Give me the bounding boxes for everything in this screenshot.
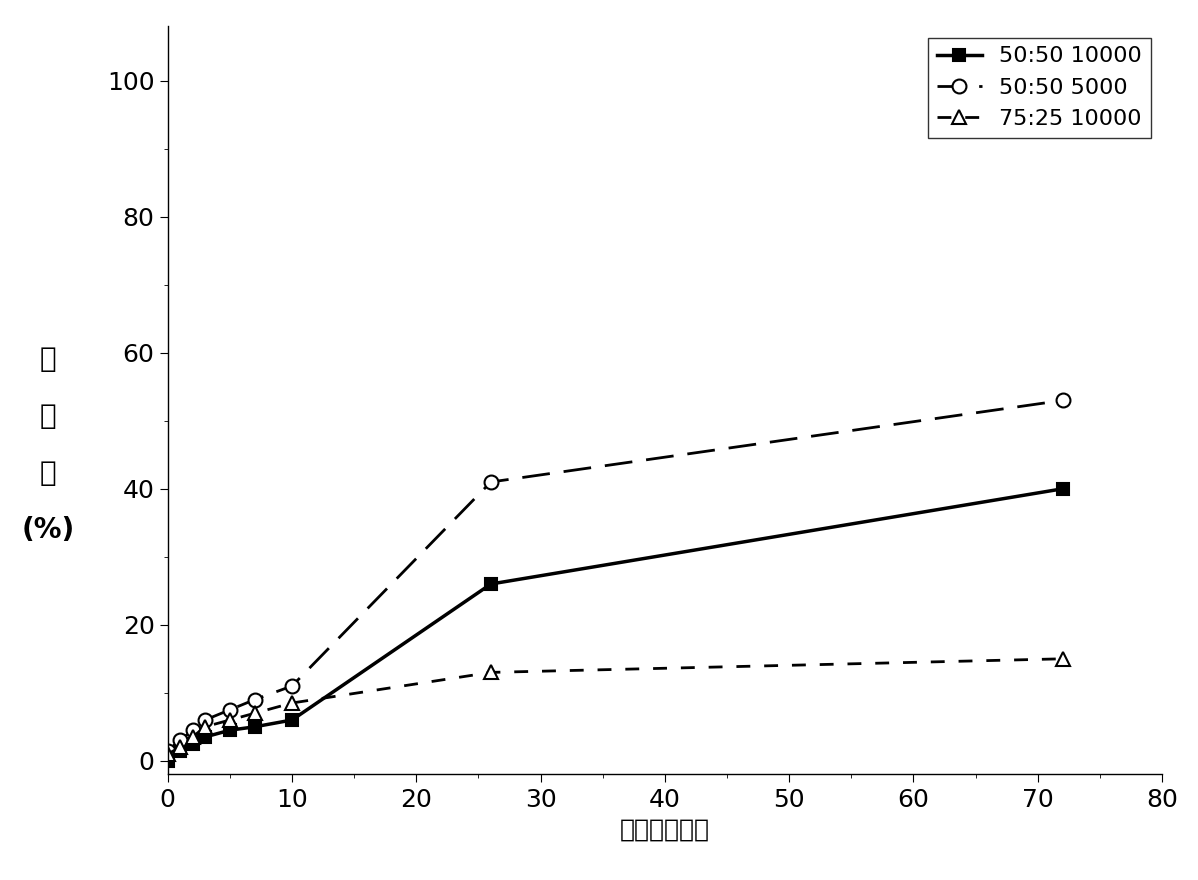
Line: 50:50 10000: 50:50 10000: [162, 482, 1069, 767]
75:25 10000: [285, 698, 300, 708]
50:50 5000: [223, 705, 237, 715]
Text: 释: 释: [40, 345, 56, 372]
75:25 10000: [161, 749, 175, 759]
50:50 5000: [173, 735, 187, 745]
50:50 5000: [161, 745, 175, 756]
50:50 10000: [173, 745, 187, 756]
Text: 率: 率: [40, 459, 56, 487]
X-axis label: 时间（小时）: 时间（小时）: [619, 818, 710, 841]
Legend: 50:50 10000, 50:50 5000, 75:25 10000: 50:50 10000, 50:50 5000, 75:25 10000: [928, 38, 1151, 137]
75:25 10000: [484, 667, 498, 678]
50:50 5000: [484, 477, 498, 488]
50:50 10000: [484, 579, 498, 590]
50:50 10000: [198, 731, 212, 742]
50:50 5000: [186, 725, 200, 736]
50:50 5000: [285, 681, 300, 692]
50:50 5000: [198, 715, 212, 725]
75:25 10000: [198, 722, 212, 732]
50:50 10000: [285, 715, 300, 725]
75:25 10000: [223, 715, 237, 725]
50:50 10000: [223, 725, 237, 736]
Line: 75:25 10000: 75:25 10000: [161, 652, 1070, 761]
50:50 10000: [248, 722, 262, 732]
50:50 5000: [1055, 395, 1070, 406]
Line: 50:50 5000: 50:50 5000: [161, 393, 1070, 758]
75:25 10000: [173, 742, 187, 752]
50:50 5000: [248, 694, 262, 705]
75:25 10000: [248, 708, 262, 718]
75:25 10000: [1055, 654, 1070, 664]
50:50 10000: [186, 738, 200, 749]
Text: 放: 放: [40, 402, 56, 429]
Text: (%): (%): [22, 517, 74, 544]
75:25 10000: [186, 731, 200, 742]
50:50 10000: [161, 756, 175, 766]
50:50 10000: [1055, 483, 1070, 494]
